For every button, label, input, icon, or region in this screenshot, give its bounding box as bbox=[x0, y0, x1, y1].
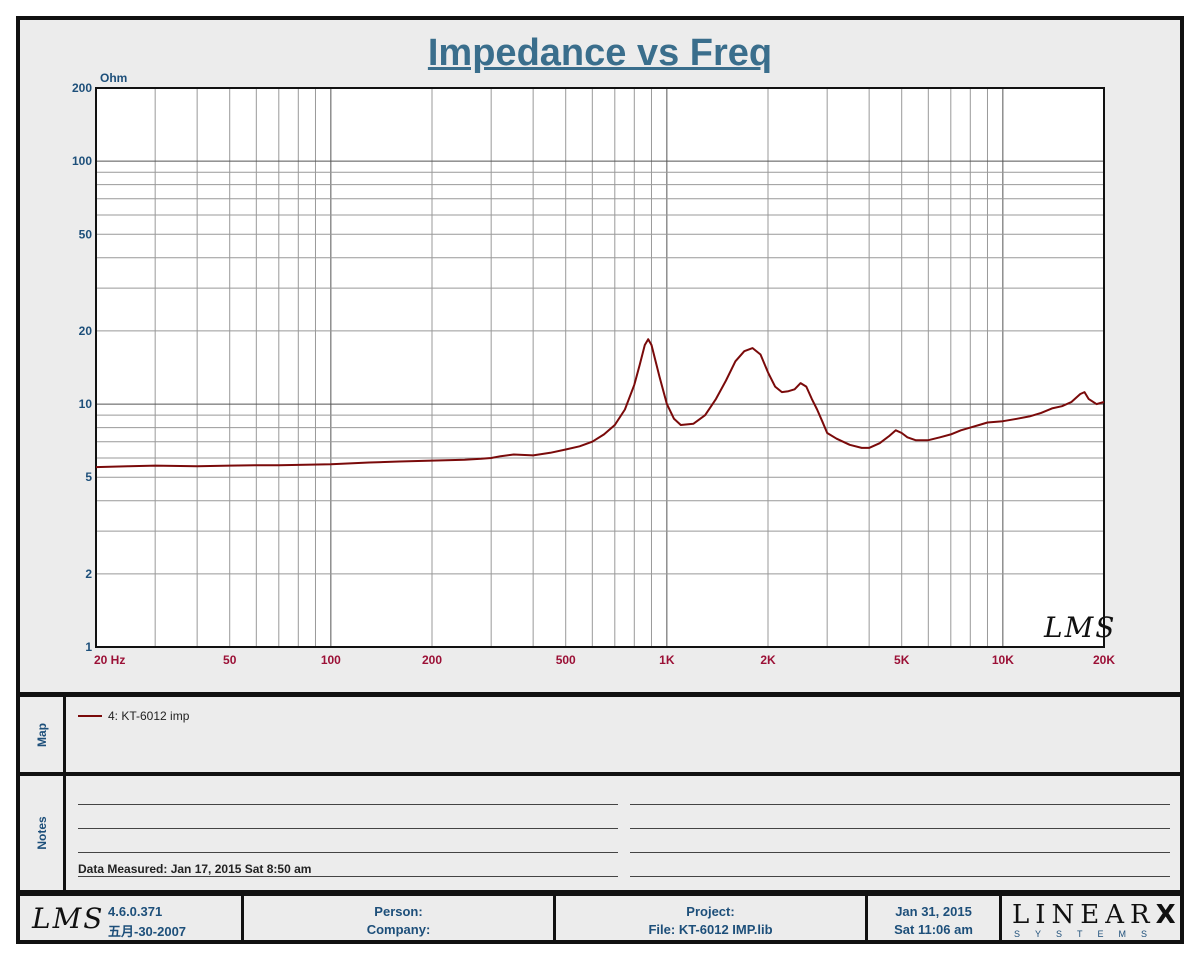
chart-area: Impedance vs Freq 1 2 5 10 20 50 100 200 20 Hz 50… bbox=[20, 20, 1180, 692]
brand-logo: LINEARX bbox=[1012, 900, 1176, 930]
y-tick-label: 1 bbox=[85, 640, 92, 654]
brand-subtitle: SYSTEMS bbox=[1014, 929, 1163, 939]
legend-text: 4: KT-6012 imp bbox=[108, 709, 190, 723]
file-label: File: KT-6012 IMP.lib bbox=[648, 922, 773, 937]
footer-person-cell: Person: Company: bbox=[244, 896, 556, 944]
x-tick-label: 10K bbox=[992, 653, 1014, 667]
footer-time: Sat 11:06 am bbox=[894, 922, 973, 937]
divider bbox=[20, 772, 1180, 776]
footer-date: Jan 31, 2015 bbox=[895, 904, 972, 919]
y-axis-label: Ohm bbox=[100, 71, 127, 85]
y-tick-label: 2 bbox=[85, 567, 92, 581]
lms-logo: LMS bbox=[32, 902, 105, 935]
person-label: Person: bbox=[374, 904, 423, 919]
x-tick-label: 200 bbox=[422, 653, 442, 667]
note-line[interactable] bbox=[78, 804, 618, 805]
x-tick-label: 5K bbox=[894, 653, 910, 667]
notes-side: Notes bbox=[20, 776, 66, 890]
footer-project-cell: Project: File: KT-6012 IMP.lib bbox=[556, 896, 868, 944]
x-tick-label: 20K bbox=[1093, 653, 1115, 667]
x-tick-label: 100 bbox=[321, 653, 341, 667]
version-date: 五月-30-2007 bbox=[108, 924, 187, 939]
series-line-impedance bbox=[95, 338, 1105, 469]
plot-background bbox=[96, 88, 1104, 647]
y-tick-label: 20 bbox=[79, 324, 93, 338]
x-tick-label: 20 Hz bbox=[94, 653, 125, 667]
notes-panel: Notes Data Measured: Jan 17, 2015 Sat 8:… bbox=[20, 776, 1180, 890]
brand-text: LINEAR bbox=[1012, 900, 1156, 930]
y-tick-label: 10 bbox=[79, 397, 93, 411]
note-line[interactable] bbox=[630, 852, 1170, 853]
plot-border bbox=[95, 87, 1105, 648]
company-label: Company: bbox=[366, 922, 431, 937]
note-line[interactable] bbox=[78, 852, 618, 853]
report-frame: Impedance vs Freq 1 2 5 10 20 50 100 200 20 Hz 50… bbox=[16, 16, 1184, 944]
footer-version-cell: LMS 4.6.0.371 五月-30-2007 bbox=[20, 896, 244, 944]
impedance-chart: 1 2 5 10 20 50 100 200 20 Hz 50 100 200 500 1K 2K 5K 10K… bbox=[72, 71, 1116, 667]
footer: LMS 4.6.0.371 五月-30-2007 Person: Company… bbox=[20, 896, 1180, 944]
note-line[interactable] bbox=[630, 876, 1170, 877]
map-side: Map bbox=[20, 697, 66, 772]
note-line[interactable] bbox=[630, 804, 1170, 805]
x-tick-label: 500 bbox=[556, 653, 576, 667]
legend-entry[interactable]: 4: KT-6012 imp bbox=[78, 709, 189, 723]
chart-title: Impedance vs Freq bbox=[427, 32, 773, 74]
map-panel: Map 4: KT-6012 imp bbox=[20, 697, 1180, 772]
x-tick-label: 50 bbox=[223, 653, 237, 667]
y-tick-label: 100 bbox=[72, 154, 92, 168]
x-tick-label: 2K bbox=[760, 653, 776, 667]
footer-date-cell: Jan 31, 2015 Sat 11:06 am bbox=[868, 896, 1002, 944]
version-number: 4.6.0.371 bbox=[108, 904, 163, 919]
y-tick-label: 5 bbox=[85, 470, 92, 484]
note-line[interactable] bbox=[78, 828, 618, 829]
divider bbox=[20, 692, 1180, 697]
x-tick-label: 1K bbox=[659, 653, 675, 667]
legend-swatch bbox=[78, 715, 102, 717]
y-tick-label: 200 bbox=[72, 81, 92, 95]
lms-watermark: LMS bbox=[1043, 611, 1116, 644]
note-line[interactable] bbox=[78, 876, 618, 877]
notes-label: Notes bbox=[34, 816, 49, 850]
y-tick-label: 50 bbox=[79, 227, 93, 241]
brand-x: X bbox=[1155, 900, 1176, 930]
footer-brand-cell: LINEARX SYSTEMS bbox=[1002, 896, 1180, 944]
note-line[interactable] bbox=[630, 828, 1170, 829]
map-label: Map bbox=[34, 722, 49, 747]
divider bbox=[20, 890, 1180, 896]
data-measured: Data Measured: Jan 17, 2015 Sat 8:50 am bbox=[78, 862, 312, 876]
project-label: Project: bbox=[686, 904, 735, 919]
